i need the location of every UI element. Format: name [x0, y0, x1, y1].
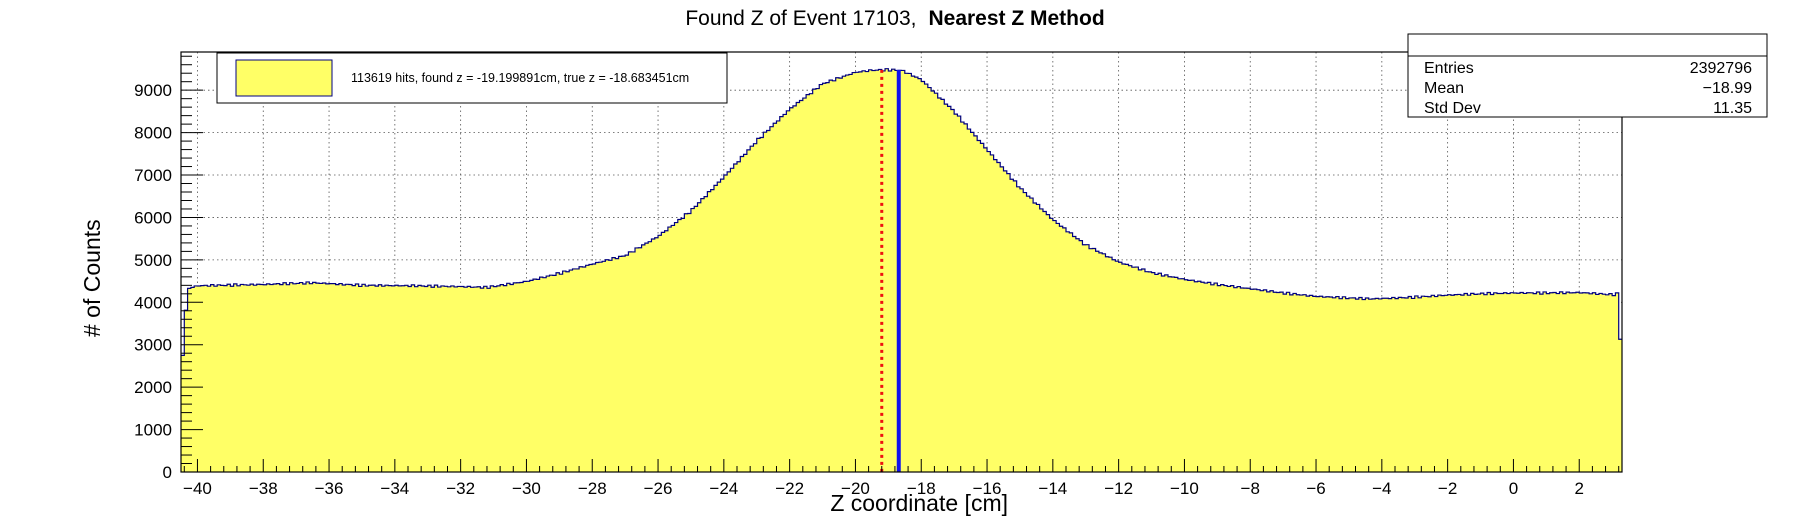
y-tick-label-9: 9000 — [134, 81, 172, 100]
legend-swatch — [235, 59, 333, 97]
y-tick-label-4: 4000 — [134, 293, 172, 312]
x-tick-label-20: 0 — [1509, 479, 1518, 498]
chart-title: Found Z of Event 17103, Nearest Z Method — [685, 7, 1104, 30]
x-tick-label-14: −12 — [1104, 479, 1133, 498]
x-tick-label-8: −24 — [709, 479, 738, 498]
y-tick-label-1: 1000 — [134, 421, 172, 440]
x-axis-title: Z coordinate [cm] — [830, 490, 1008, 516]
y-tick-label-6: 6000 — [134, 208, 172, 227]
x-tick-label-6: −28 — [578, 479, 607, 498]
x-tick-label-15: −10 — [1170, 479, 1199, 498]
marker-layer — [880, 69, 901, 472]
x-tick-label-3: −34 — [380, 479, 409, 498]
x-tick-label-18: −4 — [1372, 479, 1391, 498]
x-tick-label-4: −32 — [446, 479, 475, 498]
stats-stddev-key: Std Dev — [1424, 100, 1481, 117]
x-tick-label-16: −8 — [1241, 479, 1260, 498]
stats-entries-key: Entries — [1424, 60, 1474, 77]
x-tick-label-12: −16 — [973, 479, 1002, 498]
y-tick-label-2: 2000 — [134, 378, 172, 397]
x-tick-label-9: −22 — [775, 479, 804, 498]
x-tick-label-7: −26 — [644, 479, 673, 498]
y-tick-label-7: 7000 — [134, 166, 172, 185]
stats-mean-key: Mean — [1424, 80, 1464, 97]
chart-title-bold: Nearest Z Method — [928, 7, 1104, 30]
x-tick-label-5: −30 — [512, 479, 541, 498]
x-tick-label-1: −38 — [249, 479, 278, 498]
stats-box: Entries 2392796 Mean −18.99 Std Dev 11.3… — [1407, 33, 1768, 118]
x-axis: −40 −38 −36 −34 −32 −30 −28 −26 −24 −22 −20 −18 −16−… — [183, 459, 1620, 498]
x-tick-label-0: −40 — [183, 479, 212, 498]
stats-entries-value: 2392796 — [1690, 60, 1752, 77]
y-tick-label-5: 5000 — [134, 251, 172, 270]
plot-frame — [180, 51, 1623, 473]
stats-mean-value: −18.99 — [1703, 80, 1752, 97]
legend-box: 113619 hits, found z = -19.199891cm, tru… — [216, 52, 728, 104]
histogram-fill — [181, 68, 1622, 472]
chart-title-main: Found Z of Event 17103, — [685, 7, 916, 30]
x-tick-label-13: −14 — [1038, 479, 1067, 498]
x-tick-label-17: −6 — [1306, 479, 1325, 498]
legend-label: 113619 hits, found z = -19.199891cm, tru… — [351, 71, 689, 85]
histogram-outline — [181, 68, 1622, 356]
y-tick-label-0: 0 — [163, 463, 172, 482]
x-tick-label-19: −2 — [1438, 479, 1457, 498]
x-tick-label-21: 2 — [1574, 479, 1583, 498]
x-tick-label-2: −36 — [315, 479, 344, 498]
y-axis: 0 1000 2000 3000 4000 5000 6000 7000 8000 9000 — [134, 55, 203, 482]
y-axis-title: # of Counts — [79, 219, 105, 337]
y-tick-label-3: 3000 — [134, 336, 172, 355]
y-tick-label-8: 8000 — [134, 124, 172, 143]
x-tick-label-10: −20 — [841, 479, 870, 498]
stats-stddev-value: 11.35 — [1713, 100, 1752, 117]
x-tick-label-11: −18 — [907, 479, 936, 498]
